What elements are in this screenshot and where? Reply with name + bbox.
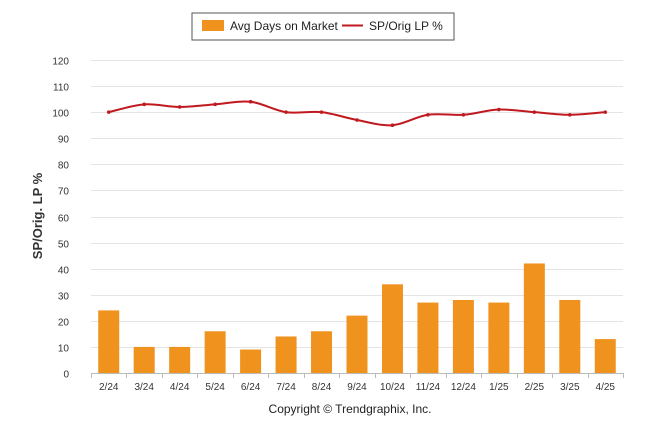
y-tick-label: 60 [58,214,70,225]
bar-days-on-market [381,284,403,373]
point-sp-orig-lp [142,102,146,107]
x-tick-label: 6/24 [241,382,261,393]
point-sp-orig-lp [497,107,501,112]
y-tick-label: 50 [58,240,70,251]
point-sp-orig-lp [390,123,395,128]
point-sp-orig-lp [355,118,359,122]
y-tick-label: 100 [52,109,69,120]
point-sp-orig-lp [568,112,572,117]
y-axis-label: SP/Orig. LP % [30,172,45,259]
x-tick-label: 9/24 [347,382,367,393]
x-tick-label: 7/24 [276,382,296,393]
x-tick-label: 2/24 [99,382,119,393]
point-sp-orig-lp [532,110,537,114]
y-tick-label: 120 [52,57,69,68]
point-sp-orig-lp [248,99,253,104]
x-tick-label: 10/24 [380,382,405,393]
point-sp-orig-lp [603,110,608,114]
x-tick-label: 3/24 [134,382,154,393]
x-tick-label: 12/24 [451,382,476,393]
point-sp-orig-lp [426,112,430,117]
bar-days-on-market [523,263,545,373]
y-tick-label: 0 [63,370,69,381]
y-tick-label: 90 [58,135,70,146]
bar-days-on-market [240,349,262,373]
point-sp-orig-lp [461,112,466,117]
point-sp-orig-lp [106,110,111,114]
x-tick-label: 2/25 [525,382,545,393]
bar-days-on-market [346,315,368,373]
x-tick-label: 3/25 [560,382,580,393]
bar-days-on-market [594,339,616,373]
point-sp-orig-lp [284,110,288,114]
legend-label-days-on-market: Avg Days on Market [230,19,338,33]
bar-days-on-market [559,299,581,373]
y-tick-label: 10 [58,344,70,355]
y-tick-label: 80 [58,161,70,172]
axes: 0 10 20 30 40 50 60 70 80 90 100 110 120 2/24 3/24 4/24… [52,57,624,393]
point-sp-orig-lp [213,102,217,107]
y-tick-label: 110 [53,83,69,94]
footer-copyright: Copyright © Trendgraphix, Inc. [269,402,432,416]
bar-days-on-market [133,346,155,373]
x-tick-label: 4/24 [170,382,190,393]
bar-days-on-market [488,302,510,373]
line-series [106,99,608,128]
x-tick-label: 8/24 [312,382,332,393]
y-tick-label: 70 [58,187,70,198]
bar-days-on-market [275,336,297,373]
bar-days-on-market [452,299,474,373]
y-tick-label: 20 [58,318,70,329]
x-tick-label: 5/24 [205,382,225,393]
point-sp-orig-lp [319,110,324,114]
legend-swatch-days-on-market [202,20,224,31]
x-tick-label: 11/24 [416,382,441,393]
bar-days-on-market [204,331,226,373]
bar-days-on-market [169,346,191,373]
bar-series [98,263,616,373]
bar-days-on-market [98,310,120,373]
x-tick-label: 1/25 [489,382,509,393]
x-tick-label: 4/25 [596,382,616,393]
bar-days-on-market [417,302,439,373]
bar-days-on-market [311,331,333,373]
point-sp-orig-lp [177,105,182,109]
legend-label-sp-orig-lp: SP/Orig LP % [369,19,443,33]
y-tick-label: 30 [58,292,70,303]
y-tick-label: 40 [58,266,70,277]
legend: Avg Days on Market SP/Orig LP % [191,12,455,41]
